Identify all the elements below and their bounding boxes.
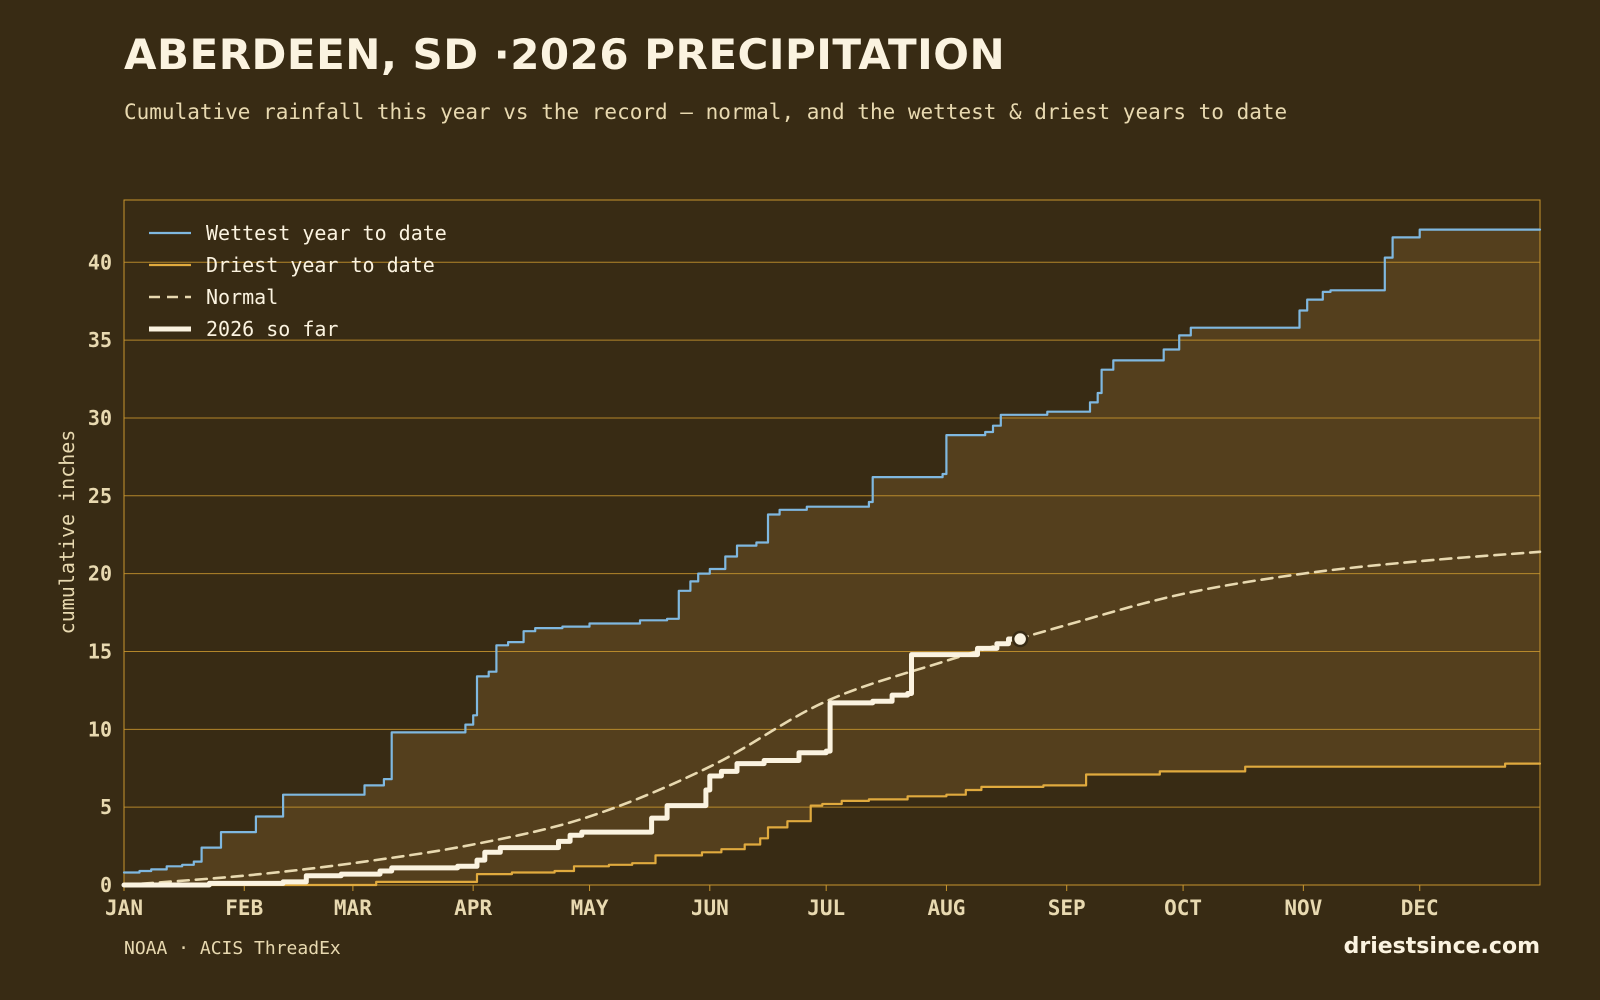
page-subtitle: Cumulative rainfall this year vs the rec… [124,100,1288,124]
site-name: driestsince.com [1343,934,1540,959]
x-tick-label: AUG [927,896,965,920]
x-tick-label: JAN [105,896,143,920]
series-line-wettest-year-to-date [122,228,1542,874]
y-tick-label: 35 [88,328,112,352]
current-day-marker [1011,630,1029,648]
x-tick-label: MAR [334,896,372,920]
y-tick-label: 0 [100,873,112,897]
legend-label: Normal [206,285,278,309]
data-source: NOAA · ACIS ThreadEx [124,938,341,959]
plot-frame [123,199,1541,886]
series-line-driest-year-to-date [122,762,1542,887]
x-tick-label: MAY [571,896,609,920]
x-tick-label: JUN [691,896,729,920]
page-title: ABERDEEN, SD ·2026 PRECIPITATION [124,30,1006,79]
legend-label: Wettest year to date [206,221,447,245]
y-tick-label: 30 [88,406,112,430]
x-tick-label: DEC [1401,896,1439,920]
y-tick-label: 10 [88,717,112,741]
x-tick-label: FEB [225,896,263,920]
y-tick-label: 40 [88,250,112,274]
record-range-band [124,229,1540,886]
x-tick-label: SEP [1048,896,1086,920]
y-axis-label: cumulative inches [55,430,79,635]
y-tick-label: 15 [88,639,112,663]
y-tick-label: 20 [88,562,112,586]
x-tick-label: APR [454,896,492,920]
y-tick-label: 5 [100,795,112,819]
series-line-2026-so-far [121,636,1023,888]
x-tick-label: NOV [1284,896,1322,920]
series-line-normal [122,550,1542,887]
y-tick-label: 25 [88,484,112,508]
x-tick-label: OCT [1164,896,1202,920]
legend-label: 2026 so far [206,317,338,341]
legend-label: Driest year to date [206,253,435,277]
legend: Wettest year to date Driest year to date N… [149,221,447,341]
x-tick-label: JUL [807,896,845,920]
